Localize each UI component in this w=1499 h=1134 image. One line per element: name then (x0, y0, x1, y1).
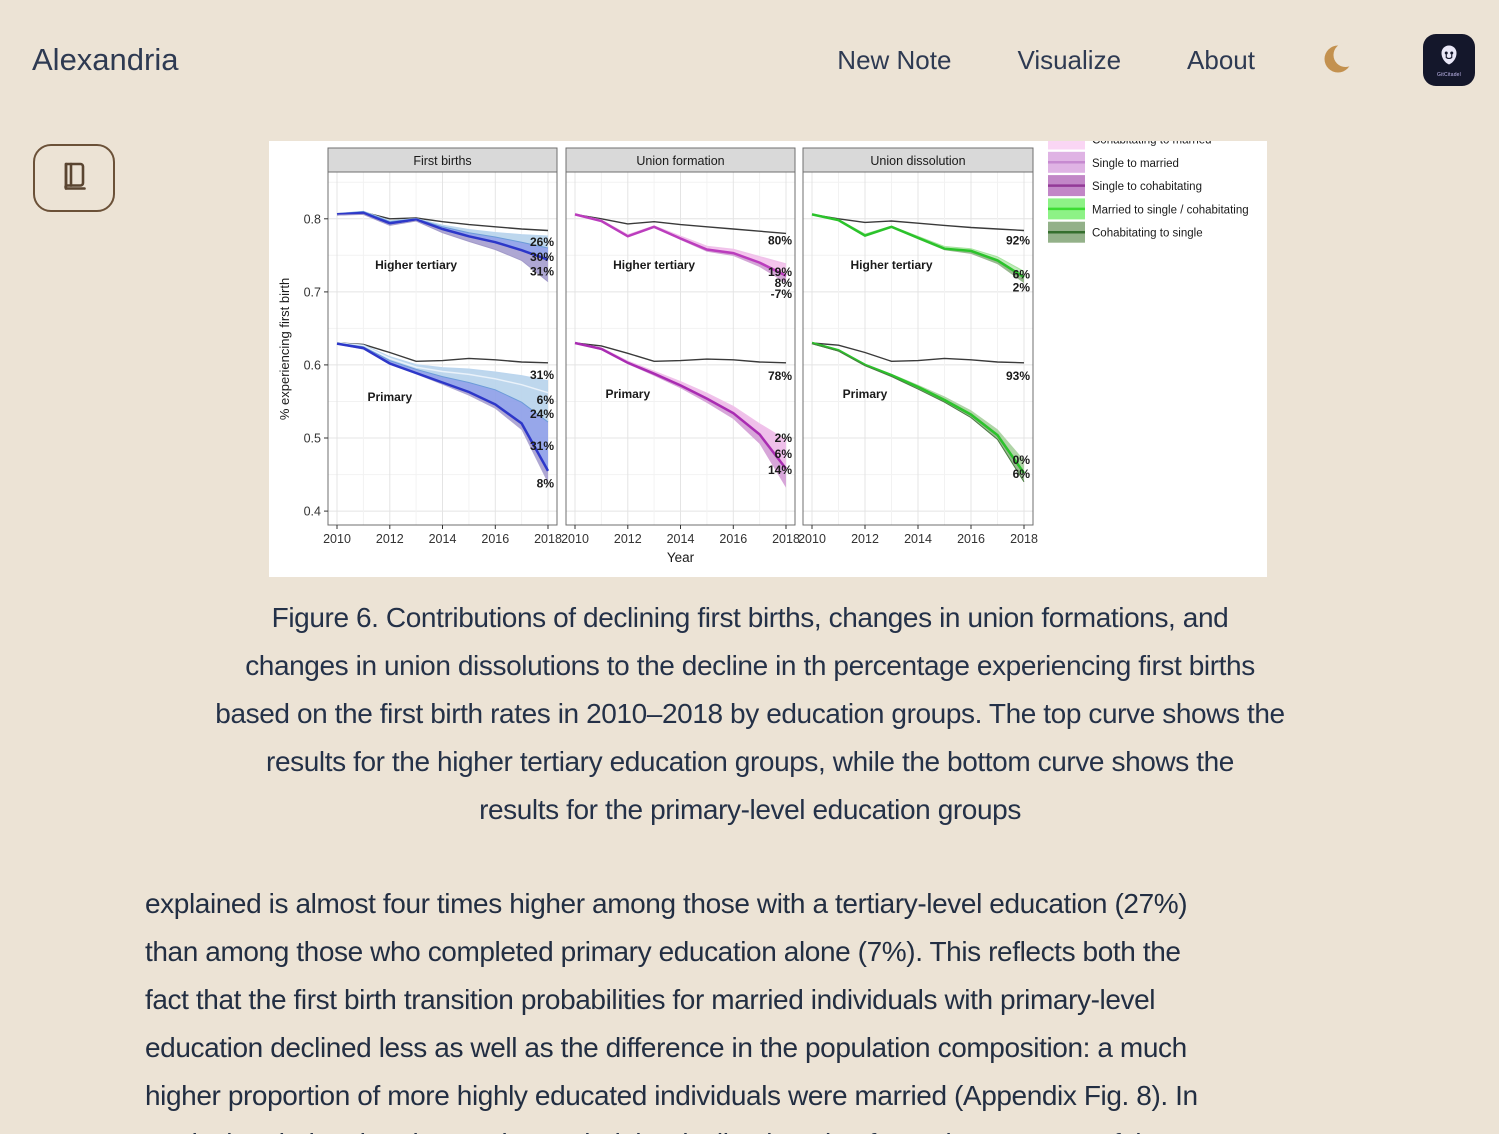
svg-text:2%: 2% (1013, 281, 1031, 295)
nav-visualize[interactable]: Visualize (1017, 44, 1122, 75)
svg-text:2010: 2010 (798, 532, 826, 546)
svg-text:% experiencing first birth: % experiencing first birth (277, 278, 292, 420)
svg-text:0.5: 0.5 (304, 432, 321, 446)
figure-caption: Figure 6. Contributions of declining fir… (215, 602, 1285, 825)
theme-toggle-button[interactable] (1321, 41, 1358, 80)
svg-text:-7%: -7% (771, 287, 793, 301)
svg-text:Higher tertiary: Higher tertiary (613, 258, 695, 272)
svg-text:Year: Year (667, 550, 695, 565)
svg-text:2012: 2012 (851, 532, 879, 546)
svg-text:Single to married: Single to married (1092, 158, 1179, 170)
reader-mode-button[interactable] (33, 144, 115, 212)
book-icon (54, 157, 94, 200)
svg-text:78%: 78% (768, 369, 792, 383)
svg-text:2010: 2010 (323, 532, 351, 546)
nav-new-note[interactable]: New Note (837, 44, 952, 75)
svg-text:93%: 93% (1006, 369, 1030, 383)
top-navigation: New Note Visualize About GitCitadel (837, 34, 1475, 86)
svg-text:6%: 6% (1013, 467, 1031, 481)
svg-text:2018: 2018 (772, 532, 800, 546)
svg-text:Primary: Primary (605, 387, 650, 401)
svg-text:80%: 80% (768, 234, 792, 248)
svg-text:2%: 2% (775, 431, 793, 445)
svg-text:6%: 6% (537, 393, 555, 407)
svg-text:Primary: Primary (367, 390, 412, 404)
nav-about[interactable]: About (1187, 44, 1255, 75)
svg-text:2012: 2012 (614, 532, 642, 546)
app-title: Alexandria (32, 42, 179, 77)
svg-text:24%: 24% (530, 407, 554, 421)
svg-text:2016: 2016 (481, 532, 509, 546)
moon-icon (1321, 41, 1358, 80)
svg-text:6%: 6% (775, 447, 793, 461)
svg-text:8%: 8% (537, 476, 555, 490)
svg-text:30%: 30% (530, 250, 554, 264)
svg-text:2014: 2014 (667, 532, 695, 546)
svg-text:2016: 2016 (719, 532, 747, 546)
svg-text:Married to single / cohabitati: Married to single / cohabitating (1092, 204, 1249, 216)
svg-text:2012: 2012 (376, 532, 404, 546)
gitcitadel-app-button[interactable]: GitCitadel (1423, 34, 1475, 86)
svg-text:Cohabitating to single: Cohabitating to single (1092, 228, 1203, 240)
svg-text:6%: 6% (1013, 267, 1031, 281)
gitcitadel-label: GitCitadel (1437, 72, 1461, 78)
svg-text:Union formation: Union formation (636, 154, 724, 168)
figure-image: Higher tertiary 26% 30% 31% Primary 31% 6% 24% 3… (269, 141, 1267, 577)
svg-text:2010: 2010 (561, 532, 589, 546)
svg-text:14%: 14% (768, 463, 792, 477)
svg-text:26%: 26% (530, 235, 554, 249)
svg-text:Higher tertiary: Higher tertiary (850, 258, 932, 272)
svg-text:31%: 31% (530, 439, 554, 453)
svg-text:Single to cohabitating: Single to cohabitating (1092, 181, 1202, 193)
svg-text:Primary: Primary (843, 387, 888, 401)
svg-text:31%: 31% (530, 368, 554, 382)
svg-text:2014: 2014 (429, 532, 457, 546)
svg-text:8%: 8% (775, 276, 793, 290)
gitcitadel-shield-icon (1436, 42, 1462, 71)
svg-text:31%: 31% (530, 264, 554, 278)
figure-chart: Higher tertiary 26% 30% 31% Primary 31% 6% 24% 3… (269, 141, 1267, 577)
svg-text:2018: 2018 (1010, 532, 1038, 546)
svg-text:0%: 0% (1013, 453, 1031, 467)
svg-text:Cohabitating to married: Cohabitating to married (1092, 141, 1212, 147)
svg-text:0.7: 0.7 (304, 285, 321, 299)
svg-text:0.4: 0.4 (304, 505, 321, 519)
svg-text:19%: 19% (768, 265, 792, 279)
svg-text:0.6: 0.6 (304, 358, 321, 372)
svg-text:Higher tertiary: Higher tertiary (375, 258, 457, 272)
svg-text:92%: 92% (1006, 234, 1030, 248)
svg-text:2016: 2016 (957, 532, 985, 546)
svg-text:First births: First births (413, 154, 471, 168)
svg-text:2018: 2018 (534, 532, 562, 546)
article-paragraph: explained is almost four times higher am… (145, 888, 1198, 1134)
svg-text:0.8: 0.8 (304, 212, 321, 226)
svg-text:2014: 2014 (904, 532, 932, 546)
svg-text:Union dissolution: Union dissolution (870, 154, 965, 168)
